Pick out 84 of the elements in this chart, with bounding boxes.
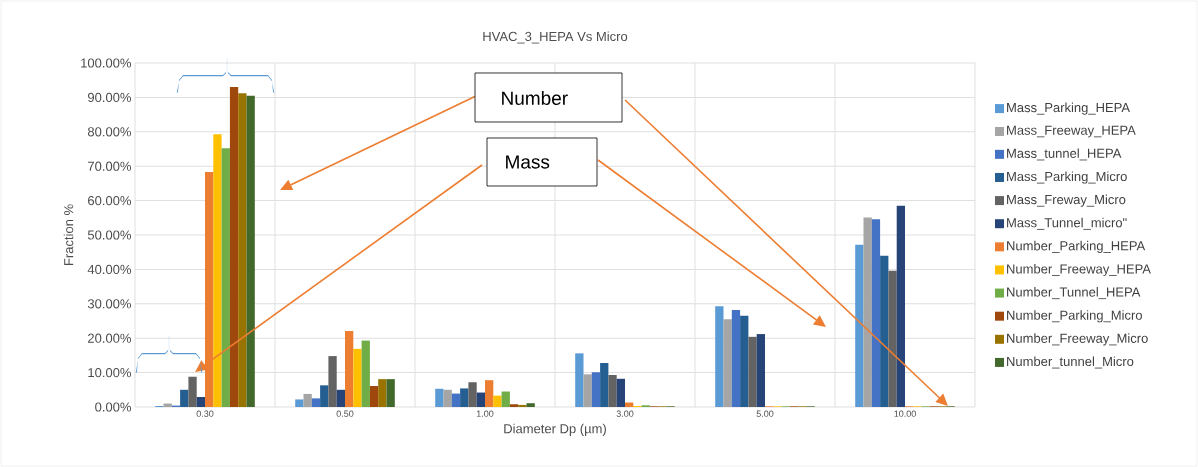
x-axis-title: Diameter Dp (µm) [504, 423, 606, 436]
bar [591, 372, 601, 407]
bar [378, 379, 387, 407]
y-tick-label: 80.00% [87, 127, 132, 137]
legend-label: Number_Parking_HEPA [1007, 240, 1146, 253]
legend-label: Mass_Freway_Micro [1007, 194, 1126, 207]
y-tick-label: 30.00% [87, 299, 132, 309]
legend-label: Number_Freeway_Micro [1007, 333, 1148, 346]
y-tick-label: 50.00% [87, 230, 132, 240]
bar [715, 306, 724, 407]
annotation: Mass [506, 155, 550, 169]
bar [748, 336, 757, 407]
bar [616, 378, 626, 407]
bar [238, 93, 247, 407]
bar [353, 348, 362, 407]
bar [451, 393, 461, 407]
y-tick-label: 20.00% [88, 333, 132, 343]
legend-label: Mass_Freeway_HEPA [1007, 125, 1136, 138]
bar [501, 391, 510, 407]
bar [196, 397, 206, 407]
bar [871, 219, 881, 407]
bar [493, 395, 502, 407]
x-tick-label: 1.00 [476, 410, 494, 417]
bar [608, 375, 617, 407]
bar [435, 388, 444, 407]
bar [468, 382, 477, 407]
y-tick-label: 70.00% [88, 161, 132, 171]
bar [246, 95, 255, 407]
bar [509, 404, 519, 407]
y-tick-label: 40.00% [87, 264, 132, 274]
bar [476, 392, 486, 407]
legend-label: Mass_Parking_HEPA [1007, 102, 1130, 115]
y-tick-label: 60.00% [88, 196, 132, 206]
bar [386, 379, 395, 407]
bar [361, 340, 370, 407]
chart-title: HVAC_3_HEPA Vs Micro [483, 31, 628, 44]
x-tick-label: 0.30 [196, 410, 214, 417]
x-tick-label: 10.00 [894, 410, 916, 417]
y-tick-label: 100.00% [81, 58, 132, 68]
bar [188, 376, 197, 407]
bar [600, 362, 609, 407]
bar [460, 388, 469, 407]
legend-label: Mass_tunnel_HEPA [1007, 148, 1122, 161]
bar [369, 386, 379, 407]
bar [880, 255, 889, 407]
legend-label: Mass_Tunnel_micro" [1007, 217, 1127, 230]
x-tick-label: 0.50 [336, 410, 354, 417]
y-tick-label: 90.00% [88, 92, 132, 102]
legend-label: Number_Parking_Micro [1007, 310, 1142, 323]
bar [518, 404, 527, 407]
legend-label: Number_Tunnel_HEPA [1007, 287, 1141, 300]
bar [311, 398, 321, 407]
bar [731, 309, 741, 407]
x-tick-label: 5.00 [756, 410, 774, 417]
bar [221, 148, 230, 407]
bar [213, 134, 222, 407]
bar [740, 315, 749, 407]
bar [723, 319, 732, 407]
x-tick-label: 3.00 [616, 410, 634, 417]
bar [303, 393, 312, 407]
bar [855, 244, 864, 407]
bar [336, 389, 346, 407]
legend-label: Number_tunnel_Micro [1007, 356, 1134, 369]
bar [896, 205, 906, 407]
bar [180, 389, 189, 407]
legend-label: Number_Freeway_HEPA [1007, 263, 1151, 277]
bar [485, 380, 494, 407]
bar [888, 270, 897, 407]
bar [756, 334, 766, 407]
bar [345, 330, 354, 407]
annotation: Number [502, 91, 568, 105]
bar [526, 403, 535, 407]
bar [583, 374, 592, 407]
y-axis-title: Fraction % [63, 204, 74, 265]
bar [295, 399, 304, 407]
y-tick-label: 0.00% [95, 402, 132, 412]
bar [229, 87, 239, 407]
bar [328, 356, 337, 407]
legend-label: Mass_Parking_Micro [1007, 171, 1127, 184]
bar [575, 353, 584, 407]
bar [443, 389, 452, 407]
bar [863, 217, 872, 407]
y-tick-label: 10.00% [88, 368, 132, 378]
bar [320, 385, 329, 407]
